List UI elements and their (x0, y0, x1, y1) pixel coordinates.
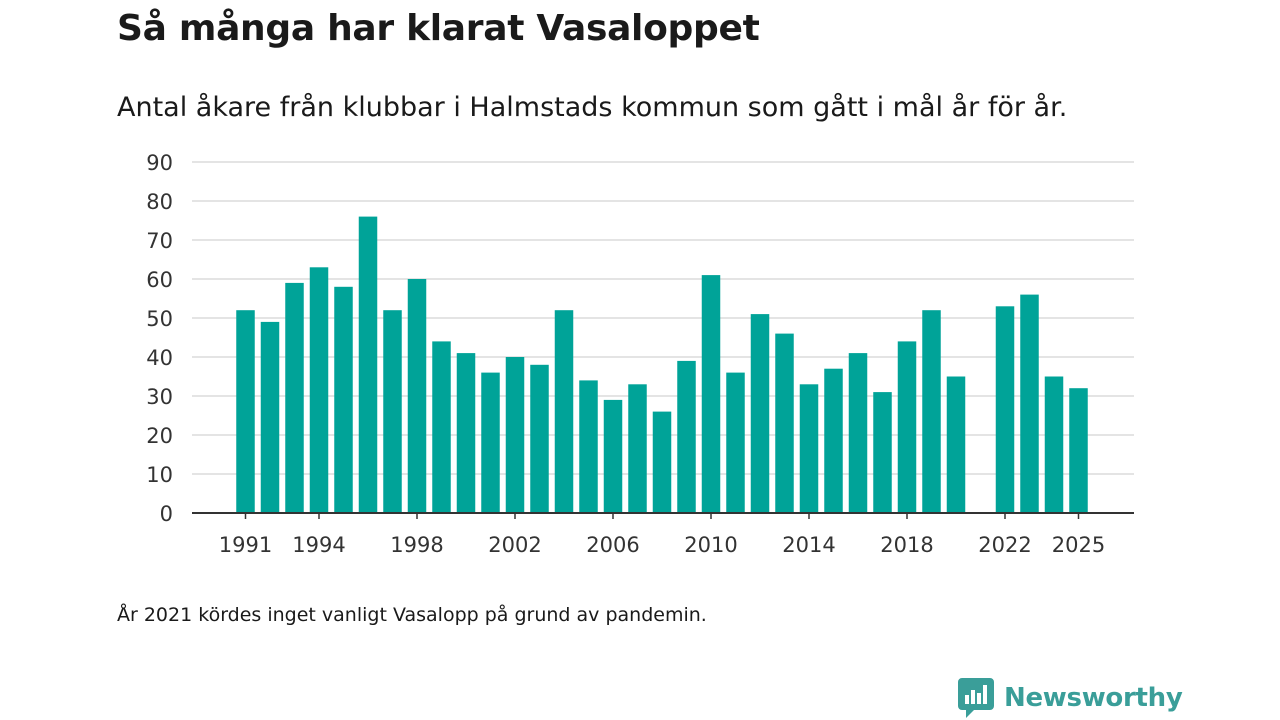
newsworthy-logo-icon (958, 678, 994, 718)
brand-logo: Newsworthy (958, 678, 1183, 718)
bar (701, 275, 721, 513)
x-tick-label: 2025 (1052, 533, 1105, 557)
x-tick-label: 2002 (488, 533, 541, 557)
chart-subtitle: Antal åkare från klubbar i Halmstads kom… (117, 92, 1068, 123)
bar (628, 384, 647, 513)
bar (1069, 388, 1088, 513)
y-tick-label: 80 (146, 190, 173, 214)
bar (873, 392, 892, 513)
bar (309, 267, 329, 513)
y-axis: 0 10 20 30 40 50 60 70 80 90 (146, 151, 173, 526)
x-tick-label: 2010 (684, 533, 737, 557)
bar (603, 399, 623, 513)
bar (750, 314, 770, 513)
bar (358, 216, 378, 513)
bar (922, 310, 941, 513)
footnote: År 2021 kördes inget vanligt Vasalopp på… (117, 604, 707, 626)
bar (285, 282, 304, 513)
y-tick-label: 50 (146, 307, 173, 331)
bar (848, 353, 868, 513)
y-tick-label: 0 (160, 502, 173, 526)
y-tick-label: 40 (146, 346, 173, 370)
bar (407, 279, 427, 513)
bar (530, 364, 549, 513)
bar (383, 310, 402, 513)
y-tick-label: 20 (146, 424, 173, 448)
y-tick-label: 70 (146, 229, 173, 253)
bars (236, 216, 1088, 513)
x-tick-label: 2006 (586, 533, 639, 557)
bar (946, 376, 966, 513)
x-tick-label: 1991 (219, 533, 272, 557)
bar (505, 357, 525, 513)
bar (775, 333, 794, 513)
bar (799, 384, 819, 513)
y-tick-label: 60 (146, 268, 173, 292)
bar (897, 341, 917, 513)
bar (236, 310, 255, 513)
bar (554, 310, 574, 513)
bar (824, 368, 843, 513)
y-tick-label: 30 (146, 385, 173, 409)
bar (677, 360, 696, 513)
brand-name: Newsworthy (1004, 683, 1183, 713)
bar (579, 380, 598, 513)
x-tick-label: 1994 (292, 533, 345, 557)
x-tick-label: 1998 (390, 533, 443, 557)
y-tick-label: 90 (146, 151, 173, 175)
x-tick-label: 2018 (880, 533, 933, 557)
bar-chart: 0 10 20 30 40 50 60 70 80 90 1991 1994 1998 2002 2006… (146, 151, 1134, 557)
bar (995, 306, 1015, 513)
bar (726, 372, 745, 513)
y-tick-label: 10 (146, 463, 173, 487)
x-tick-label: 2014 (782, 533, 835, 557)
bar (432, 341, 451, 513)
bar (481, 372, 500, 513)
bar (1020, 294, 1039, 513)
bar (334, 286, 353, 513)
bar (652, 411, 672, 513)
x-tick-label: 2022 (978, 533, 1031, 557)
bar (1044, 376, 1064, 513)
bar (456, 353, 476, 513)
bar (260, 321, 280, 513)
x-axis: 1991 1994 1998 2002 2006 2010 2014 2018 2022 2025 (192, 512, 1134, 557)
chart-title: Så många har klarat Vasaloppet (117, 8, 760, 49)
